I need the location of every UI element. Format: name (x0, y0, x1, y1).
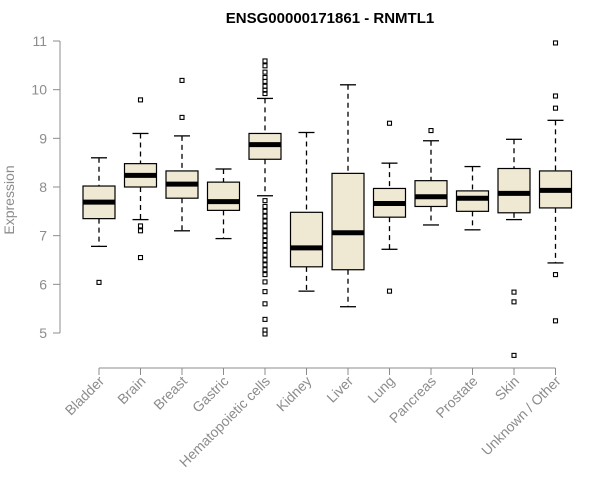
box-skin (497, 138, 531, 358)
outlier-point (262, 252, 268, 258)
outlier-point (137, 97, 144, 103)
box-brain (123, 97, 158, 261)
outlier-point (511, 352, 517, 358)
outlier-point (262, 58, 268, 64)
outlier-point (262, 203, 268, 210)
x-tick-label: Breast (150, 373, 190, 413)
iqr-box (289, 211, 324, 268)
outlier-point (262, 213, 268, 219)
chart-title: ENSG00000171861 - RNMTL1 (226, 10, 434, 27)
y-tick-label: 7 (39, 228, 47, 244)
outlier-point (262, 78, 268, 84)
axes: 5 6 7 8 9 10 11 (31, 33, 556, 375)
box-hematopoietic-cells (248, 58, 282, 337)
box-kidney (289, 131, 324, 292)
outlier-point (262, 69, 268, 75)
outlier-point (511, 289, 517, 295)
x-tick-label: Bladder (62, 373, 108, 419)
outlier-point (262, 198, 268, 204)
outlier-point (428, 127, 434, 134)
outlier-point (552, 105, 559, 111)
outlier-point (552, 272, 559, 278)
iqr-box (497, 167, 531, 214)
x-tick-label: Unknown / Other (478, 373, 564, 459)
y-tick-label: 6 (39, 276, 47, 292)
outlier-point (262, 87, 268, 93)
box-breast (165, 77, 199, 232)
outlier-point (552, 93, 559, 99)
outlier-point (179, 77, 185, 83)
outlier-point (511, 299, 517, 305)
box-lung (372, 120, 407, 294)
x-tick-label: Prostate (432, 373, 480, 421)
outlier-point (262, 289, 268, 295)
outlier-point (262, 91, 268, 97)
y-tick-label: 5 (39, 325, 47, 341)
outlier-point (386, 288, 393, 294)
outlier-point (262, 237, 268, 244)
y-tick-label: 11 (32, 33, 47, 49)
box-liver (331, 84, 365, 308)
iqr-box (414, 180, 448, 208)
outlier-point (262, 63, 268, 69)
outlier-point (262, 257, 268, 263)
iqr-box (455, 190, 490, 212)
outlier-point (262, 208, 268, 214)
y-tick-label: 9 (39, 130, 47, 146)
outlier-point (262, 218, 268, 224)
x-tick-label: Skin (492, 373, 523, 404)
y-tick-label: 10 (31, 82, 47, 98)
boxes (82, 40, 573, 358)
x-tick-label: Brain (114, 373, 148, 407)
outlier-point (262, 262, 268, 268)
outlier-point (262, 267, 268, 273)
box-prostate (455, 165, 490, 231)
box-bladder (82, 157, 116, 285)
box-unknown-other (538, 40, 573, 324)
outlier-point (262, 301, 268, 307)
x-tick-label: Liver (323, 373, 356, 406)
outlier-point (262, 331, 268, 337)
x-tick-label: Lung (364, 373, 397, 406)
outlier-point (262, 279, 268, 285)
outlier-point (262, 242, 268, 248)
outlier-point (262, 233, 268, 239)
iqr-box (331, 172, 365, 271)
box-gastric (206, 168, 241, 240)
outlier-point (137, 228, 144, 234)
outlier-point (262, 228, 268, 234)
outlier-point (262, 272, 268, 278)
box-pancreas (414, 127, 448, 226)
outlier-point (179, 114, 185, 120)
outlier-point (386, 120, 393, 126)
outlier-point (137, 255, 144, 261)
outlier-point (137, 223, 144, 229)
iqr-box (206, 181, 241, 211)
y-tick-label: 8 (39, 179, 47, 195)
outlier-point (96, 279, 102, 285)
outlier-point (262, 223, 268, 229)
outlier-point (552, 318, 559, 324)
outlier-point (262, 247, 268, 253)
outlier-point (262, 316, 268, 322)
outlier-point (552, 40, 559, 46)
y-axis-label: Expression (1, 165, 17, 234)
x-tick-label: Kidney (273, 373, 315, 415)
